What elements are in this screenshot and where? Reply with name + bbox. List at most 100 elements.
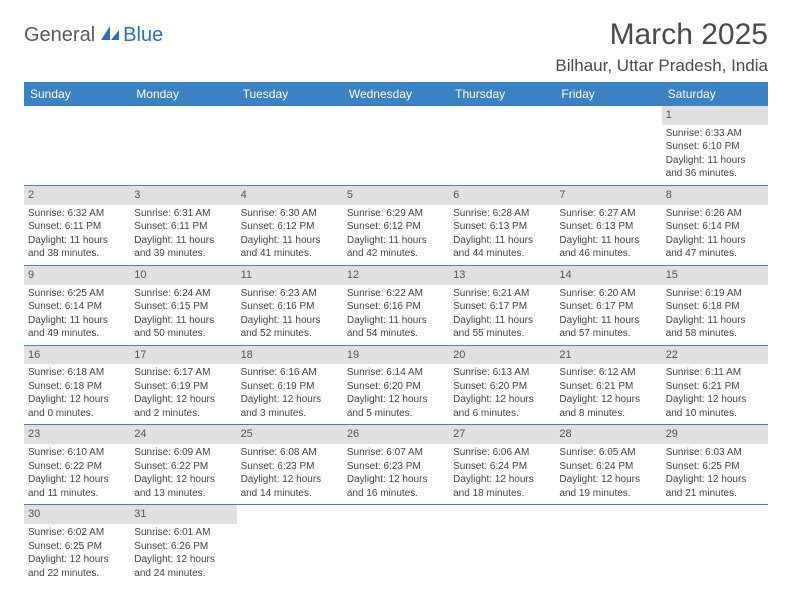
sunrise-line: Sunrise: 6:24 AM	[134, 287, 232, 301]
daylight-line-2: and 22 minutes.	[28, 567, 126, 581]
day-number: 18	[237, 346, 343, 365]
daylight-line-2: and 11 minutes.	[28, 487, 126, 501]
sunset-line: Sunset: 6:14 PM	[666, 220, 764, 234]
daylight-line-2: and 50 minutes.	[134, 327, 232, 341]
daylight-line-2: and 5 minutes.	[347, 407, 445, 421]
sunset-line: Sunset: 6:14 PM	[28, 300, 126, 314]
sunrise-line: Sunrise: 6:19 AM	[666, 287, 764, 301]
sunrise-line: Sunrise: 6:29 AM	[347, 207, 445, 221]
calendar-cell	[343, 505, 449, 584]
day-number: 21	[555, 346, 661, 365]
day-number: 9	[24, 266, 130, 285]
sunset-line: Sunset: 6:23 PM	[241, 460, 339, 474]
calendar-cell: 5Sunrise: 6:29 AMSunset: 6:12 PMDaylight…	[343, 185, 449, 265]
calendar-cell: 23Sunrise: 6:10 AMSunset: 6:22 PMDayligh…	[24, 425, 130, 505]
calendar-cell: 12 Sunrise: 6:22 AMSunset: 6:16 PMDayligh…	[343, 265, 449, 345]
sunrise-line: Sunrise: 6:02 AM	[28, 526, 126, 540]
daylight-line-2: and 8 minutes.	[559, 407, 657, 421]
day-number: 26	[343, 425, 449, 444]
calendar-cell: 7Sunrise: 6:27 AMSunset: 6:13 PMDaylight…	[555, 185, 661, 265]
daylight-line-1: Daylight: 12 hours	[241, 473, 339, 487]
sunrise-line: Sunrise: 6:32 AM	[28, 207, 126, 221]
calendar-cell: 4Sunrise: 6:30 AMSunset: 6:12 PMDaylight…	[237, 185, 343, 265]
weekday-header: Thursday	[449, 82, 555, 106]
calendar-cell: 25Sunrise: 6:08 AMSunset: 6:23 PMDayligh…	[237, 425, 343, 505]
sunrise-line: Sunrise: 6:28 AM	[453, 207, 551, 221]
sunset-line: Sunset: 6:21 PM	[559, 380, 657, 394]
sunrise-line: Sunrise: 6:08 AM	[241, 446, 339, 460]
daylight-line-2: and 0 minutes.	[28, 407, 126, 421]
day-number: 23	[24, 425, 130, 444]
header: General Blue March 2025 Bilhaur, Uttar P…	[24, 18, 768, 76]
sunset-line: Sunset: 6:21 PM	[666, 380, 764, 394]
calendar-cell	[237, 106, 343, 185]
calendar-cell	[237, 505, 343, 584]
calendar-cell	[343, 106, 449, 185]
daylight-line-1: Daylight: 11 hours	[347, 314, 445, 328]
daylight-line-2: and 36 minutes.	[666, 167, 764, 181]
day-number: 1	[662, 106, 768, 125]
sunrise-line: Sunrise: 6:22 AM	[347, 287, 445, 301]
daylight-line-1: Daylight: 12 hours	[28, 473, 126, 487]
daylight-line-1: Daylight: 12 hours	[666, 473, 764, 487]
daylight-line-1: Daylight: 12 hours	[134, 553, 232, 567]
sunset-line: Sunset: 6:22 PM	[134, 460, 232, 474]
day-number: 12	[343, 266, 449, 285]
sunset-line: Sunset: 6:12 PM	[347, 220, 445, 234]
daylight-line-2: and 57 minutes.	[559, 327, 657, 341]
daylight-line-1: Daylight: 12 hours	[559, 473, 657, 487]
sunset-line: Sunset: 6:26 PM	[134, 540, 232, 554]
sunrise-line: Sunrise: 6:25 AM	[28, 287, 126, 301]
daylight-line-2: and 10 minutes.	[666, 407, 764, 421]
logo-text-general: General	[24, 24, 95, 47]
sunset-line: Sunset: 6:24 PM	[453, 460, 551, 474]
day-number: 14	[555, 266, 661, 285]
calendar-cell: 10Sunrise: 6:24 AMSunset: 6:15 PMDayligh…	[130, 265, 236, 345]
daylight-line-2: and 14 minutes.	[241, 487, 339, 501]
calendar-cell: 27Sunrise: 6:06 AMSunset: 6:24 PMDayligh…	[449, 425, 555, 505]
daylight-line-1: Daylight: 12 hours	[347, 393, 445, 407]
logo: General Blue	[24, 24, 163, 47]
day-number: 7	[555, 186, 661, 205]
day-number: 22	[662, 346, 768, 365]
weekday-header: Wednesday	[343, 82, 449, 106]
daylight-line-2: and 41 minutes.	[241, 247, 339, 261]
daylight-line-2: and 55 minutes.	[453, 327, 551, 341]
daylight-line-2: and 49 minutes.	[28, 327, 126, 341]
calendar-row: 16Sunrise: 6:18 AMSunset: 6:18 PMDayligh…	[24, 345, 768, 425]
sunset-line: Sunset: 6:19 PM	[241, 380, 339, 394]
sunset-line: Sunset: 6:18 PM	[28, 380, 126, 394]
calendar-cell: 22Sunrise: 6:11 AMSunset: 6:21 PMDayligh…	[662, 345, 768, 425]
daylight-line-2: and 2 minutes.	[134, 407, 232, 421]
daylight-line-2: and 38 minutes.	[28, 247, 126, 261]
calendar-cell: 8Sunrise: 6:26 AMSunset: 6:14 PMDaylight…	[662, 185, 768, 265]
calendar-cell: 31Sunrise: 6:01 AMSunset: 6:26 PMDayligh…	[130, 505, 236, 584]
sunrise-line: Sunrise: 6:27 AM	[559, 207, 657, 221]
daylight-line-1: Daylight: 11 hours	[453, 314, 551, 328]
sunset-line: Sunset: 6:10 PM	[666, 140, 764, 154]
weekday-header: Tuesday	[237, 82, 343, 106]
sunset-line: Sunset: 6:19 PM	[134, 380, 232, 394]
calendar-cell	[449, 106, 555, 185]
sunrise-line: Sunrise: 6:07 AM	[347, 446, 445, 460]
calendar-cell: 3Sunrise: 6:31 AMSunset: 6:11 PMDaylight…	[130, 185, 236, 265]
daylight-line-2: and 13 minutes.	[134, 487, 232, 501]
day-number: 30	[24, 505, 130, 524]
sail-icon	[99, 24, 121, 47]
sunset-line: Sunset: 6:16 PM	[347, 300, 445, 314]
sunrise-line: Sunrise: 6:05 AM	[559, 446, 657, 460]
sunset-line: Sunset: 6:24 PM	[559, 460, 657, 474]
sunset-line: Sunset: 6:13 PM	[453, 220, 551, 234]
daylight-line-1: Daylight: 12 hours	[241, 393, 339, 407]
sunrise-line: Sunrise: 6:01 AM	[134, 526, 232, 540]
location: Bilhaur, Uttar Pradesh, India	[555, 56, 768, 76]
daylight-line-1: Daylight: 11 hours	[453, 234, 551, 248]
month-title: March 2025	[555, 18, 768, 52]
daylight-line-2: and 52 minutes.	[241, 327, 339, 341]
calendar-cell: 17Sunrise: 6:17 AMSunset: 6:19 PMDayligh…	[130, 345, 236, 425]
daylight-line-1: Daylight: 11 hours	[241, 314, 339, 328]
sunset-line: Sunset: 6:13 PM	[559, 220, 657, 234]
sunset-line: Sunset: 6:15 PM	[134, 300, 232, 314]
calendar-cell: 11Sunrise: 6:23 AMSunset: 6:16 PMDayligh…	[237, 265, 343, 345]
calendar-cell: 2Sunrise: 6:32 AMSunset: 6:11 PMDaylight…	[24, 185, 130, 265]
